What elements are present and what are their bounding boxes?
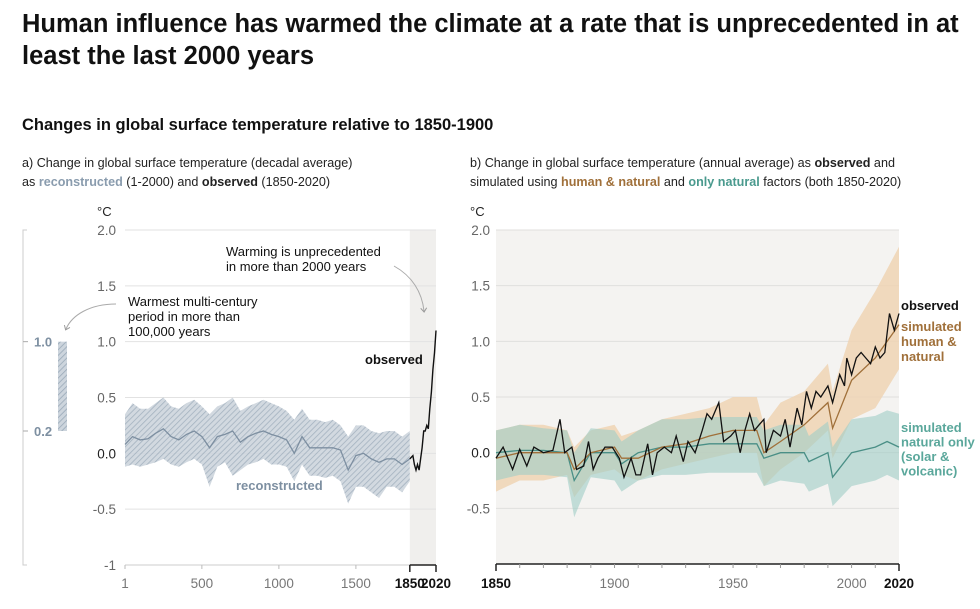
caption-human-natural: human & natural [561, 175, 661, 189]
warmest-period-range-bar [58, 341, 67, 431]
y-tick-label: 0.0 [471, 446, 490, 461]
panel-a-chart: 2.01.51.00.50.0-0.5-1°C1 500 1000 1500 18502… [22, 204, 451, 591]
y-tick-label: 1.0 [471, 334, 490, 349]
y-tick-label: 1.5 [97, 279, 116, 294]
caption-text: simulated using [470, 175, 562, 189]
x-tick-label: 1 [121, 576, 129, 591]
y-tick-label: 0.0 [97, 446, 116, 461]
natural-only-label: volcanic) [901, 464, 957, 479]
annotation-unprecedented: Warming is unprecedented [226, 244, 381, 259]
annotation-warmest: 100,000 years [128, 324, 211, 339]
annotation-arrow [393, 265, 428, 313]
x-tick-label: 1850 [481, 576, 511, 591]
x-tick-label: 2020 [884, 576, 914, 591]
caption-text: (1850-2020) [257, 175, 331, 189]
caption-observed: observed [201, 175, 258, 189]
page-title: Human influence has warmed the climate a… [22, 10, 959, 70]
natural-only-label: natural only [901, 435, 975, 450]
human-natural-label: simulated [901, 319, 962, 334]
human-natural-label: human & [901, 334, 957, 349]
caption-text: (1-2000) and [122, 175, 202, 189]
panel-b-chart: 2.0 1.5 1.0 0.5 0.0 -0.5 °C 1850 1900 1950 2000 202… [467, 204, 976, 591]
caption-text: and [870, 156, 895, 170]
natural-only-label: (solar & [901, 449, 949, 464]
y-tick-label: -1 [104, 558, 116, 573]
annotation-unprecedented: in more than 2000 years [226, 259, 367, 274]
x-tick-label: 2000 [837, 576, 867, 591]
caption-text: as [22, 175, 39, 189]
observed-label: observed [901, 298, 959, 313]
x-tick-label: 1850 [395, 576, 425, 591]
annotation-arrow [63, 303, 117, 331]
y-axis-unit: °C [97, 204, 112, 219]
human-natural-label: natural [901, 349, 944, 364]
natural-only-line [495, 440, 900, 483]
x-tick-label: 1950 [718, 576, 748, 591]
reconstructed-uncertainty-band [125, 397, 410, 504]
observed-line [495, 313, 900, 480]
natural-only-label: simulated [901, 420, 962, 435]
y-tick-label: 1.0 [97, 335, 116, 350]
annotation-warmest: period in more than [128, 309, 240, 324]
reconstructed-label: reconstructed [236, 478, 323, 493]
y-tick-label: 2.0 [97, 223, 116, 238]
caption-line: a) Change in global surface temperature … [22, 156, 353, 170]
annotation-warmest: Warmest multi-century [128, 294, 258, 309]
caption-text: factors (both 1850-2020) [759, 175, 902, 189]
x-tick-label: 1500 [341, 576, 371, 591]
y-tick-label: 0.5 [471, 390, 490, 405]
side-scale-label-high: 1.0 [34, 335, 52, 350]
caption-observed: observed [814, 156, 871, 170]
natural-only-band [496, 410, 899, 518]
side-scale-axis [22, 229, 27, 566]
y-tick-label: -0.5 [93, 502, 116, 517]
observed-label: observed [365, 352, 423, 367]
x-tick-label: 2020 [421, 576, 451, 591]
y-tick-label: 1.5 [471, 279, 490, 294]
figure-subtitle: Changes in global surface temperature re… [22, 116, 494, 134]
panel-b-caption: b) Change in global surface temperature … [470, 154, 901, 192]
human-natural-line [495, 324, 900, 471]
y-tick-label: 2.0 [471, 223, 490, 238]
x-tick-label: 1000 [264, 576, 294, 591]
observed-line [409, 330, 437, 473]
x-tick-label: 500 [191, 576, 214, 591]
x-tick-label: 1900 [600, 576, 630, 591]
y-axis-unit: °C [470, 204, 485, 219]
caption-reconstructed: reconstructed [38, 175, 123, 189]
caption-text: and [660, 175, 689, 189]
side-scale-label-low: 0.2 [34, 424, 52, 439]
panel-a-caption: a) Change in global surface temperature … [22, 154, 352, 192]
reconstructed-line [124, 427, 411, 472]
y-tick-label: -0.5 [467, 501, 490, 516]
y-tick-label: 0.5 [97, 391, 116, 406]
caption-natural-only: only natural [688, 175, 760, 189]
caption-text: b) Change in global surface temperature … [470, 156, 815, 170]
